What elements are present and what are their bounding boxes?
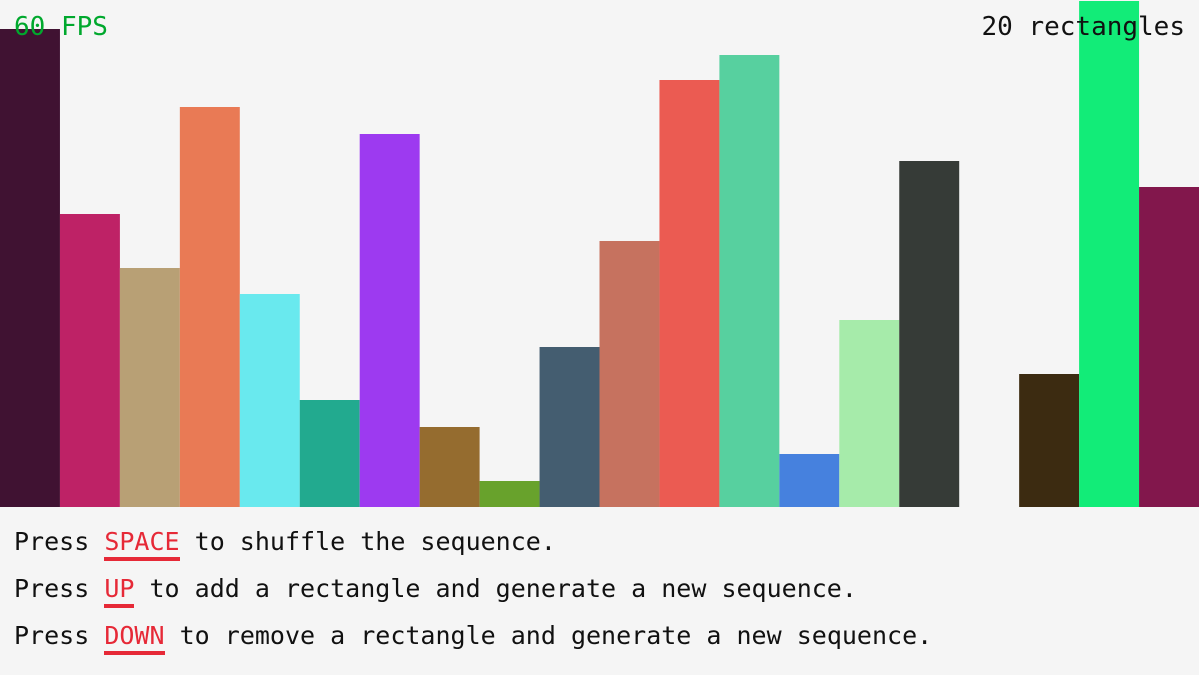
rectangle	[479, 481, 540, 507]
key-name: DOWN	[104, 621, 165, 655]
instruction-text: Press	[14, 621, 90, 650]
rectangle	[359, 134, 420, 507]
rectangle	[1139, 187, 1199, 507]
rectangle	[899, 161, 960, 507]
rectangle	[719, 55, 780, 507]
instruction-text: to remove a rectangle and generate a new…	[179, 621, 933, 650]
rectangle	[599, 241, 660, 507]
rectangle-count: 20 rectangles	[981, 12, 1186, 42]
rectangle	[779, 454, 840, 507]
rectangle	[539, 347, 600, 507]
rectangle	[239, 294, 300, 507]
instruction-text: Press	[14, 574, 90, 603]
rectangle	[659, 80, 720, 507]
rectangle	[1079, 1, 1140, 507]
rectangle	[0, 29, 60, 507]
instruction-line: Press DOWN to remove a rectangle and gen…	[14, 621, 933, 655]
rectangle	[1019, 374, 1080, 507]
instruction-line: Press UP to add a rectangle and generate…	[14, 574, 857, 608]
key-name: UP	[104, 574, 135, 608]
key-name: SPACE	[104, 527, 180, 561]
rectangle	[299, 400, 360, 507]
rectangle	[839, 320, 900, 507]
instruction-text: to shuffle the sequence.	[194, 527, 556, 556]
rectangle	[119, 268, 180, 507]
instruction-text: Press	[14, 527, 90, 556]
fps-counter: 60 FPS	[14, 12, 108, 42]
instruction-line: Press SPACE to shuffle the sequence.	[14, 527, 556, 561]
rectangle	[59, 214, 120, 507]
rectangle	[419, 427, 480, 507]
rectangle	[179, 107, 240, 507]
instruction-text: to add a rectangle and generate a new se…	[149, 574, 857, 603]
